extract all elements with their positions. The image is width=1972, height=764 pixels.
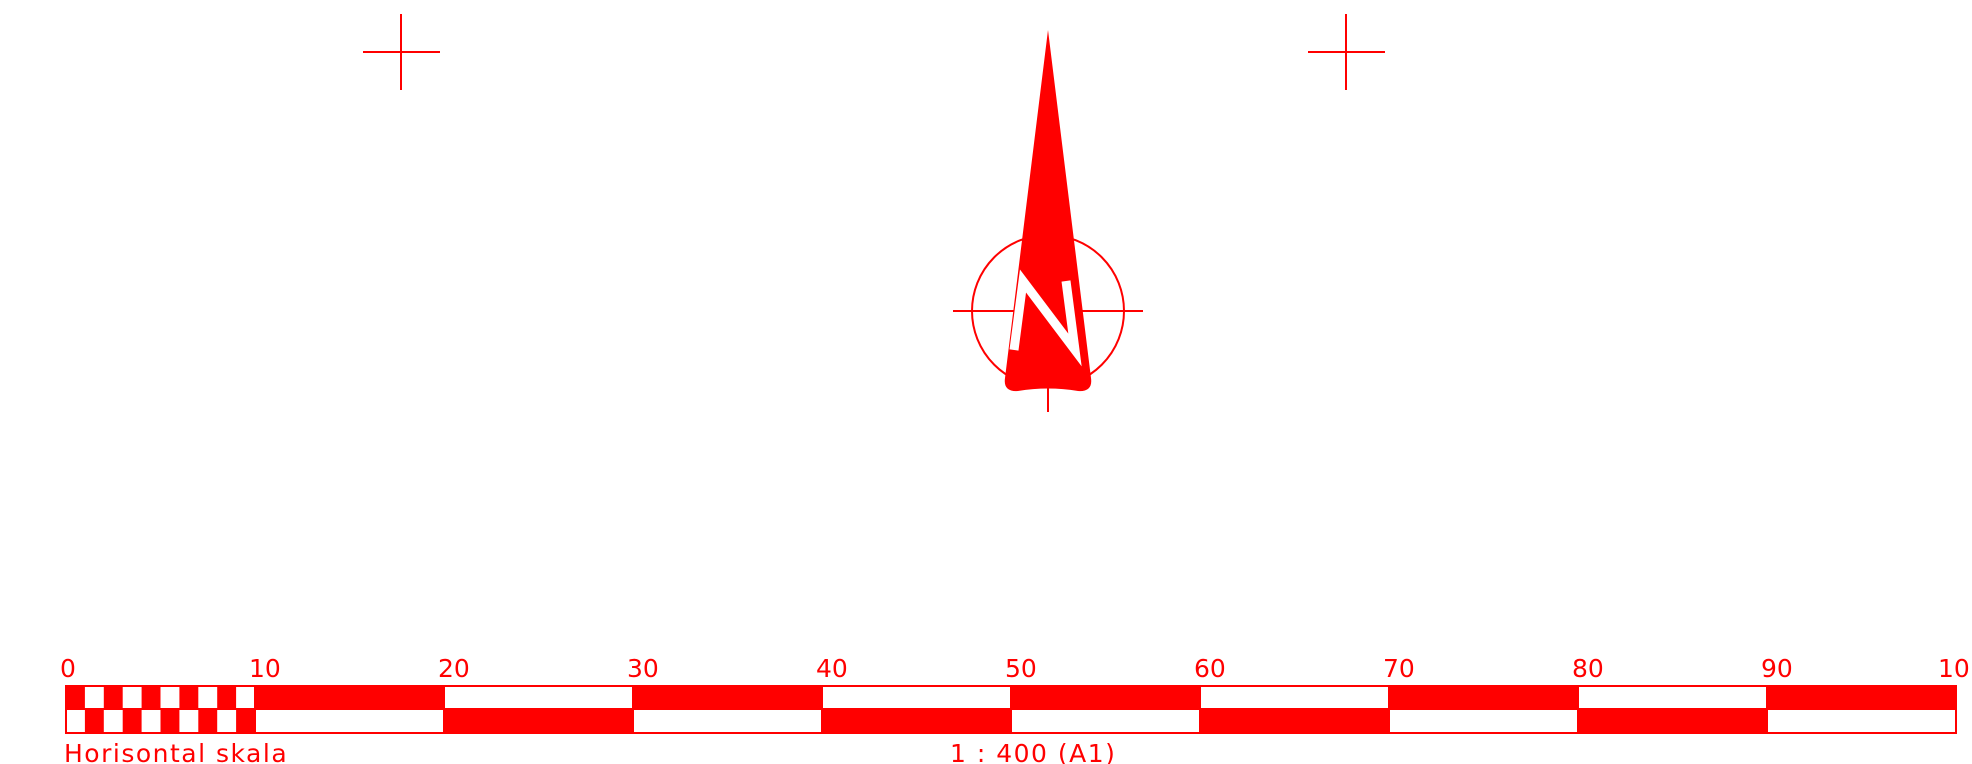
- scale-tick-label: 40: [816, 654, 848, 683]
- scale-tick-label: 60: [1194, 654, 1226, 683]
- scale-tick-label: 10: [249, 654, 281, 683]
- scale-subdivision: [236, 709, 255, 733]
- scale-tick-labels: 0 10 20 30 40 50 60 70 80 90 10: [60, 654, 1970, 683]
- scale-tick-label: 30: [627, 654, 659, 683]
- scale-subdivision: [122, 709, 142, 733]
- scale-tick-label: 0: [60, 654, 76, 683]
- crosshair-icon: [363, 14, 440, 90]
- scale-tick-label: 10: [1938, 654, 1970, 683]
- scale-segment: [444, 709, 633, 733]
- scale-segment: [1578, 709, 1767, 733]
- scale-bar: [65, 685, 1957, 734]
- scale-subdivision: [103, 686, 123, 709]
- scale-tick-label: 50: [1005, 654, 1037, 683]
- scale-segment: [633, 686, 822, 709]
- scale-subdivision: [66, 686, 85, 709]
- crosshair-icon: [1308, 14, 1385, 90]
- scale-subdivision: [160, 709, 180, 733]
- scale-subdivision: [141, 686, 161, 709]
- scale-segment: [255, 686, 444, 709]
- north-arrow-icon: N: [953, 30, 1143, 412]
- scale-tick-label: 80: [1572, 654, 1604, 683]
- scale-segment: [822, 709, 1011, 733]
- scale-tick-label: 20: [438, 654, 470, 683]
- scale-segment: [1767, 686, 1956, 709]
- scale-bar-label: Horisontal skala: [64, 739, 288, 764]
- scale-ratio-text: 1 : 400 (A1): [950, 739, 1116, 764]
- north-letter-n: [1009, 269, 1082, 367]
- scale-tick-label: 90: [1761, 654, 1793, 683]
- scale-tick-label: 70: [1383, 654, 1415, 683]
- scale-subdivision: [84, 709, 104, 733]
- scale-segment: [1200, 709, 1389, 733]
- scale-segment: [1389, 686, 1578, 709]
- scale-subdivision: [217, 686, 237, 709]
- scale-subdivision: [179, 686, 199, 709]
- scale-segment: [1011, 686, 1200, 709]
- scale-subdivision: [198, 709, 218, 733]
